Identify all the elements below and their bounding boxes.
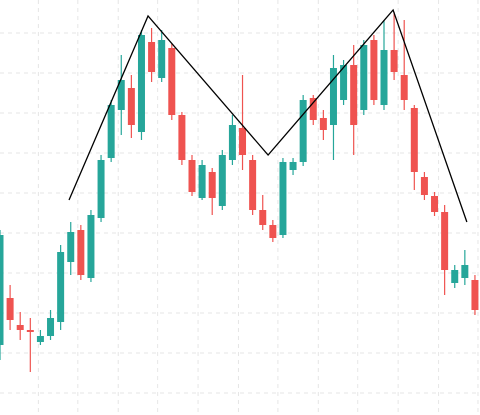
candle-body — [239, 128, 247, 155]
candle-body — [299, 100, 307, 162]
candle-body — [340, 65, 348, 100]
candle-body — [380, 50, 388, 105]
candle-body — [117, 80, 125, 110]
candle-body — [441, 212, 449, 270]
candle-body — [0, 235, 4, 345]
candle-body — [67, 232, 75, 262]
candle-body — [259, 210, 267, 225]
candle-body — [57, 252, 65, 322]
candle-body — [400, 75, 408, 100]
candle-body — [178, 115, 186, 160]
candle-body — [370, 40, 378, 100]
candle-body — [451, 270, 459, 283]
candle-body — [279, 162, 287, 235]
candle-body — [420, 177, 428, 195]
candle-body — [329, 68, 337, 125]
candle-body — [77, 230, 85, 275]
candle-body — [350, 65, 358, 125]
candle-body — [168, 48, 176, 115]
candle-body — [47, 318, 55, 336]
candle-body — [208, 172, 216, 198]
candle-body — [198, 165, 206, 198]
candle-body — [269, 225, 277, 238]
candle-body — [228, 125, 236, 160]
candle-body — [36, 336, 44, 342]
candle-body — [97, 160, 105, 218]
candle-body — [431, 196, 439, 212]
candle-body — [410, 108, 418, 172]
candle-body — [127, 88, 135, 125]
candle-body — [319, 118, 327, 130]
candle-body — [6, 298, 14, 320]
candle-body — [360, 45, 368, 110]
pattern-line — [68, 8, 468, 223]
candle-body — [148, 42, 156, 72]
candle-body — [471, 280, 479, 310]
candle-body — [188, 160, 196, 192]
candle-body — [461, 265, 469, 278]
candle-body — [218, 155, 226, 206]
candle-body — [16, 325, 24, 330]
candle-body — [289, 162, 297, 170]
candle-body — [107, 105, 115, 158]
candle-body — [309, 98, 317, 120]
candle-body — [390, 50, 398, 72]
candle-body — [87, 215, 95, 278]
candle-body — [158, 40, 166, 78]
candle-body — [137, 35, 145, 132]
candle-body — [26, 330, 34, 332]
candle-body — [249, 160, 257, 210]
